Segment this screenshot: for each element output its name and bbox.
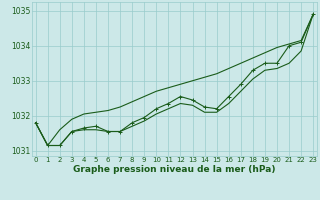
X-axis label: Graphe pression niveau de la mer (hPa): Graphe pression niveau de la mer (hPa): [73, 165, 276, 174]
